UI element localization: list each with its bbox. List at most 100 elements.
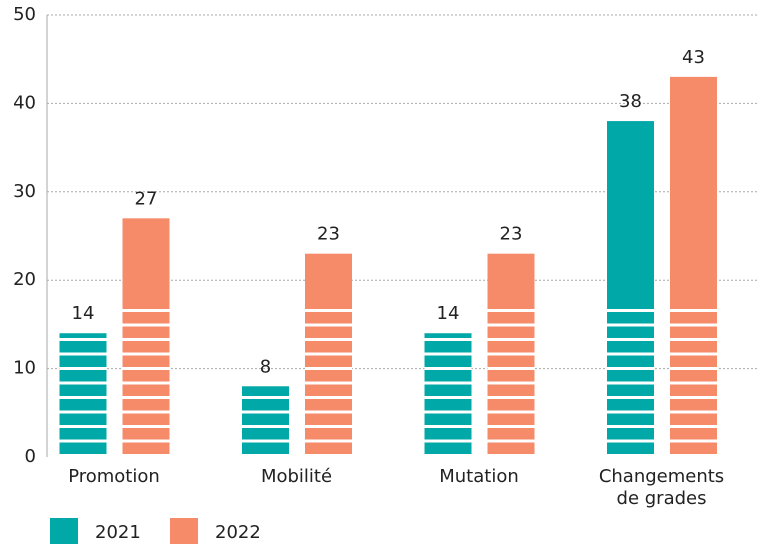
x-tick-label: Promotion bbox=[68, 466, 160, 487]
y-tick-label: 20 bbox=[13, 269, 36, 290]
bar-stripe bbox=[607, 439, 654, 443]
bar bbox=[670, 76, 717, 457]
bar-stripe bbox=[424, 338, 472, 341]
x-tick-label: Mobilité bbox=[260, 466, 333, 487]
bar-stripe bbox=[59, 396, 107, 399]
bar-stripe bbox=[122, 338, 170, 341]
bar-stripe bbox=[305, 323, 352, 327]
bar-stripe bbox=[122, 396, 170, 399]
legend-swatch bbox=[170, 518, 198, 544]
bar-stripe bbox=[305, 410, 352, 414]
legend-label: 2021 bbox=[95, 522, 141, 543]
bar-stripe bbox=[487, 323, 535, 327]
bar-stripe bbox=[424, 439, 472, 443]
bar-stripe bbox=[607, 323, 654, 327]
y-tick-label: 50 bbox=[13, 4, 36, 25]
bar-stripe bbox=[487, 396, 535, 399]
bar-stripe bbox=[670, 410, 717, 414]
data-label: 23 bbox=[500, 224, 523, 245]
bar-stripe bbox=[122, 381, 170, 385]
x-tick-label: Mutation bbox=[439, 466, 519, 487]
bar-stripe bbox=[59, 338, 107, 341]
bar-stripe bbox=[424, 425, 472, 428]
bar-stripe bbox=[305, 309, 352, 312]
bar-stripe bbox=[122, 352, 170, 356]
bar-stripe bbox=[122, 425, 170, 428]
bar-stripe bbox=[122, 367, 170, 370]
bar-stripe bbox=[242, 425, 289, 428]
bar-stripe bbox=[59, 439, 107, 443]
bar-stripe bbox=[607, 381, 654, 385]
data-label: 8 bbox=[260, 356, 271, 377]
bar-stripe bbox=[242, 410, 289, 414]
bar-stripe bbox=[305, 352, 352, 356]
bar-stripe bbox=[59, 367, 107, 370]
bar-stripe bbox=[305, 425, 352, 428]
bar-stripe bbox=[487, 338, 535, 341]
bar-stripe bbox=[487, 454, 535, 457]
bar-stripe bbox=[59, 454, 107, 457]
bar-stripe bbox=[487, 381, 535, 385]
bar-stripe bbox=[607, 309, 654, 312]
bar bbox=[607, 121, 654, 457]
y-tick-label: 0 bbox=[25, 446, 36, 467]
data-label: 14 bbox=[72, 303, 95, 324]
bar-stripe bbox=[670, 367, 717, 370]
bar-stripe bbox=[424, 352, 472, 356]
bar-stripe bbox=[59, 352, 107, 356]
bar-stripe bbox=[670, 396, 717, 399]
data-label: 38 bbox=[619, 91, 642, 112]
y-tick-label: 40 bbox=[13, 92, 36, 113]
bar-stripe bbox=[487, 367, 535, 370]
bar bbox=[424, 333, 472, 457]
bar-stripe bbox=[305, 367, 352, 370]
bar-stripe bbox=[305, 338, 352, 341]
bar-stripe bbox=[305, 396, 352, 399]
data-label: 14 bbox=[437, 303, 460, 324]
bar-stripe bbox=[487, 352, 535, 356]
bar-stripe bbox=[424, 454, 472, 457]
bar-stripe bbox=[305, 381, 352, 385]
bar-stripe bbox=[242, 439, 289, 443]
bar-stripe bbox=[670, 439, 717, 443]
bar-stripe bbox=[670, 352, 717, 356]
bar-stripe bbox=[487, 309, 535, 312]
bar-stripe bbox=[122, 323, 170, 327]
bar-stripe bbox=[122, 410, 170, 414]
bar-stripe bbox=[487, 425, 535, 428]
bar-stripe bbox=[122, 439, 170, 443]
bar-stripe bbox=[242, 396, 289, 399]
bar-stripe bbox=[607, 454, 654, 457]
bar-stripe bbox=[242, 454, 289, 457]
bar-stripe bbox=[59, 425, 107, 428]
bar-stripe bbox=[305, 454, 352, 457]
legend-label: 2022 bbox=[215, 522, 261, 543]
bar-stripe bbox=[59, 381, 107, 385]
bar bbox=[122, 218, 170, 457]
bar-stripe bbox=[607, 410, 654, 414]
bar-stripe bbox=[122, 454, 170, 457]
bar-stripe bbox=[424, 410, 472, 414]
bar-stripe bbox=[424, 381, 472, 385]
legend-swatch bbox=[50, 518, 78, 544]
bar-stripe bbox=[487, 439, 535, 443]
bar-stripe bbox=[59, 410, 107, 414]
bar-stripe bbox=[607, 367, 654, 370]
bar-stripe bbox=[424, 396, 472, 399]
data-label: 27 bbox=[135, 188, 158, 209]
bar-stripe bbox=[670, 381, 717, 385]
bar-stripe bbox=[670, 309, 717, 312]
bar-stripe bbox=[670, 425, 717, 428]
bar-stripe bbox=[305, 439, 352, 443]
bar-stripe bbox=[607, 338, 654, 341]
bar-stripe bbox=[122, 309, 170, 312]
bar-stripe bbox=[424, 367, 472, 370]
y-tick-label: 10 bbox=[13, 358, 36, 379]
bar-stripe bbox=[670, 323, 717, 327]
bar-stripe bbox=[607, 425, 654, 428]
bar-stripe bbox=[607, 396, 654, 399]
bar-stripe bbox=[487, 410, 535, 414]
y-tick-label: 30 bbox=[13, 181, 36, 202]
